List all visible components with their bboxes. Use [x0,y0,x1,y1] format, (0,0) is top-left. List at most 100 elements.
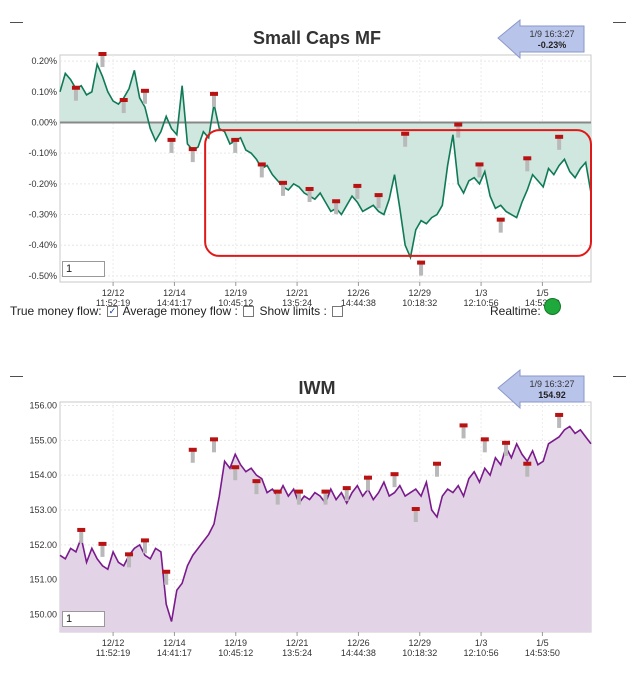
marker-stem [557,137,562,150]
marker-stem [254,482,259,495]
marker-cap [374,193,383,198]
marker-stem [355,186,360,199]
x-tick-date: 12/14 [163,638,186,648]
marker-cap [140,88,149,93]
y-tick-label: 153.00 [29,505,57,515]
marker-cap [209,437,218,442]
money-flow-chart: 0.20% 0.10% 0.00% -0.10% -0.20% -0.30% -0.40% -… [28,18,592,308]
marker-stem [296,492,301,505]
marker-cap [305,186,314,191]
true-money-flow-checkbox[interactable]: ✓ [106,306,118,318]
marker-stem [211,440,216,453]
x-tick-date: 12/26 [347,638,370,648]
y-tick-label: 156.00 [29,400,57,410]
marker-cap [294,489,303,494]
marker-cap [502,440,511,445]
show-limits-label: Show limits : [259,304,327,318]
x-tick-time: 14:41:17 [157,648,192,658]
marker-cap [459,423,468,428]
marker-stem [100,544,105,557]
iwm-price-chart: 156.00 155.00 154.00 153.00 152.00 151.00 150.… [29,368,592,658]
marker-stem [190,150,195,163]
marker-cap [231,465,240,470]
marker-cap [98,52,107,56]
marker-cap [77,527,86,532]
x-tick-time: 10:18:32 [402,648,437,658]
x-tick-date: 1/3 [475,638,488,648]
series-area [60,426,591,632]
x-tick-time: 14:53:50 [525,648,560,658]
realtime-label: Realtime: [490,304,541,318]
marker-cap [162,569,171,574]
x-tick-time: 11:52:19 [96,298,130,308]
marker-stem [557,415,562,428]
marker-cap [417,260,426,265]
marker-stem [169,140,174,153]
value-badge [497,368,585,410]
y-tick-label: 0.00% [31,117,57,127]
series-area [60,64,591,258]
marker-cap [523,156,532,161]
x-tick-time: 10:18:32 [402,298,437,308]
marker-cap [555,134,564,139]
marker-stem [79,530,84,543]
marker-cap [71,85,80,90]
realtime-status-indicator[interactable] [544,298,561,315]
marker-stem [504,443,509,456]
interval-input[interactable]: 1 [62,611,105,627]
y-tick-label: 151.00 [29,575,57,585]
marker-stem [190,450,195,463]
interval-input[interactable]: 1 [62,261,105,277]
minimize-left-icon[interactable]: — [10,14,23,29]
x-tick-date: 12/21 [286,638,309,648]
marker-stem [525,464,530,477]
marker-cap [257,162,266,167]
marker-stem [307,189,312,202]
series-line [59,61,592,261]
minimize-right-icon[interactable]: — [613,368,626,383]
marker-cap [231,137,240,142]
marker-stem [233,468,238,481]
average-money-flow-checkbox[interactable] [243,306,255,318]
marker-cap [279,180,288,185]
marker-stem [413,510,418,523]
x-tick-date: 12/29 [408,638,431,648]
badge-value: -0.23% [538,40,567,50]
marker-stem [142,91,147,104]
marker-stem [461,426,466,439]
chart-options: True money flow: ✓ Average money flow : … [10,304,345,318]
x-tick-date: 12/12 [102,288,125,298]
badge-value: 154.92 [538,390,566,400]
x-tick-date: 12/29 [408,288,431,298]
minimize-right-icon[interactable]: — [613,14,626,29]
marker-stem [233,140,238,153]
marker-stem [121,101,126,114]
marker-stem [419,263,424,276]
y-tick-label: -0.40% [28,240,57,250]
x-tick-date: 1/3 [475,288,488,298]
x-tick-date: 1/5 [536,638,549,648]
x-tick-date: 12/19 [224,288,247,298]
y-tick-label: 154.00 [29,470,57,480]
y-tick-label: -0.50% [28,271,57,281]
minimize-left-icon[interactable]: — [10,368,23,383]
x-tick-date: 12/14 [163,288,186,298]
x-tick-date: 1/5 [536,288,549,298]
marker-cap [119,98,128,103]
y-tick-label: 0.10% [31,87,57,97]
marker-stem [435,464,440,477]
y-tick-label: 150.00 [29,610,57,620]
x-tick-date: 12/12 [102,638,125,648]
x-tick-time: 12:10:56 [464,298,499,308]
marker-cap [188,447,197,452]
marker-cap [342,486,351,491]
iwm-panel: — — IWM 156.00 155.00 154.00 153.00 152.00 15… [0,362,634,680]
marker-stem [477,165,482,178]
marker-stem [164,572,169,585]
x-tick-time: 13:5:24 [282,298,312,308]
marker-cap [363,475,372,480]
marker-stem [344,489,349,502]
marker-cap [433,461,442,466]
show-limits-checkbox[interactable] [332,306,344,318]
true-money-flow-label: True money flow: [10,304,102,318]
